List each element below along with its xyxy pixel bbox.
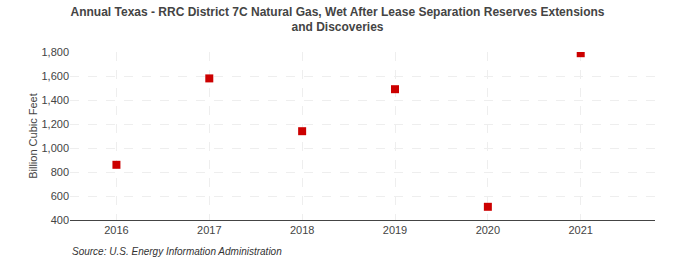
svg-text:1,800: 1,800 (41, 46, 69, 58)
svg-text:800: 800 (51, 166, 69, 178)
svg-text:1,400: 1,400 (41, 94, 69, 106)
svg-text:1,000: 1,000 (41, 142, 69, 154)
svg-text:Source: U.S. Energy Informatio: Source: U.S. Energy Information Administ… (72, 246, 282, 257)
svg-text:1,600: 1,600 (41, 70, 69, 82)
svg-text:2016: 2016 (104, 224, 128, 236)
svg-text:2021: 2021 (568, 224, 592, 236)
svg-text:1,200: 1,200 (41, 118, 69, 130)
svg-text:Billion Cubic Feet: Billion Cubic Feet (27, 93, 39, 179)
svg-text:2017: 2017 (197, 224, 221, 236)
svg-text:2018: 2018 (290, 224, 314, 236)
svg-text:400: 400 (51, 214, 69, 226)
svg-text:2019: 2019 (383, 224, 407, 236)
svg-text:2020: 2020 (476, 224, 500, 236)
svg-text:600: 600 (51, 190, 69, 202)
svg-text:Annual Texas - RRC District 7C: Annual Texas - RRC District 7C Natural G… (71, 5, 605, 35)
